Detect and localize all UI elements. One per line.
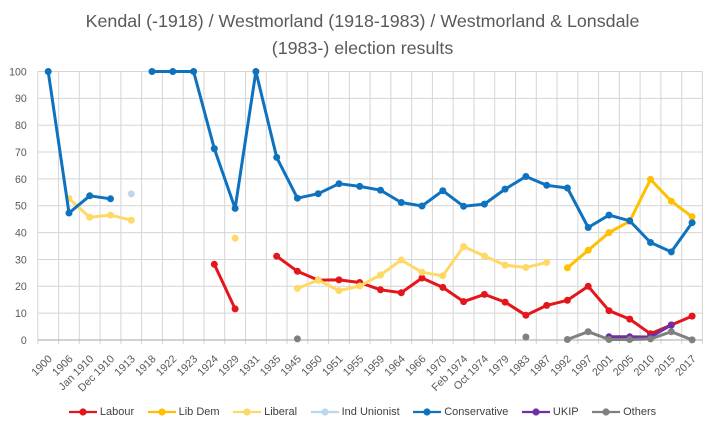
svg-text:1924: 1924 [195, 353, 220, 378]
svg-text:1913: 1913 [112, 353, 137, 378]
svg-text:1918: 1918 [133, 353, 158, 378]
svg-text:1950: 1950 [299, 353, 324, 378]
svg-text:10: 10 [15, 308, 27, 320]
svg-text:2005: 2005 [611, 353, 636, 378]
svg-text:1983: 1983 [507, 353, 532, 378]
svg-text:1945: 1945 [279, 353, 304, 378]
svg-text:2010: 2010 [632, 353, 657, 378]
svg-text:1979: 1979 [486, 353, 511, 378]
svg-text:1959: 1959 [362, 353, 387, 378]
svg-text:60: 60 [15, 174, 27, 186]
svg-text:20: 20 [15, 281, 27, 293]
svg-text:1929: 1929 [216, 353, 241, 378]
svg-text:0: 0 [21, 335, 27, 347]
svg-text:2015: 2015 [652, 353, 677, 378]
svg-text:80: 80 [15, 120, 27, 132]
svg-text:2001: 2001 [590, 353, 615, 378]
svg-text:2017: 2017 [673, 353, 698, 378]
svg-text:100: 100 [9, 66, 27, 78]
svg-text:90: 90 [15, 93, 27, 105]
svg-text:1900: 1900 [29, 353, 54, 378]
svg-text:70: 70 [15, 147, 27, 159]
svg-text:30: 30 [15, 254, 27, 266]
svg-text:1964: 1964 [382, 353, 407, 378]
svg-text:1992: 1992 [549, 353, 574, 378]
svg-text:1997: 1997 [569, 353, 594, 378]
svg-text:1935: 1935 [258, 353, 283, 378]
svg-text:1931: 1931 [237, 353, 262, 378]
svg-text:1966: 1966 [403, 353, 428, 378]
svg-text:40: 40 [15, 228, 27, 240]
svg-text:1923: 1923 [175, 353, 200, 378]
svg-text:50: 50 [15, 201, 27, 213]
svg-text:1951: 1951 [320, 353, 345, 378]
svg-text:1955: 1955 [341, 353, 366, 378]
svg-text:1987: 1987 [528, 353, 553, 378]
svg-text:1922: 1922 [154, 353, 179, 378]
